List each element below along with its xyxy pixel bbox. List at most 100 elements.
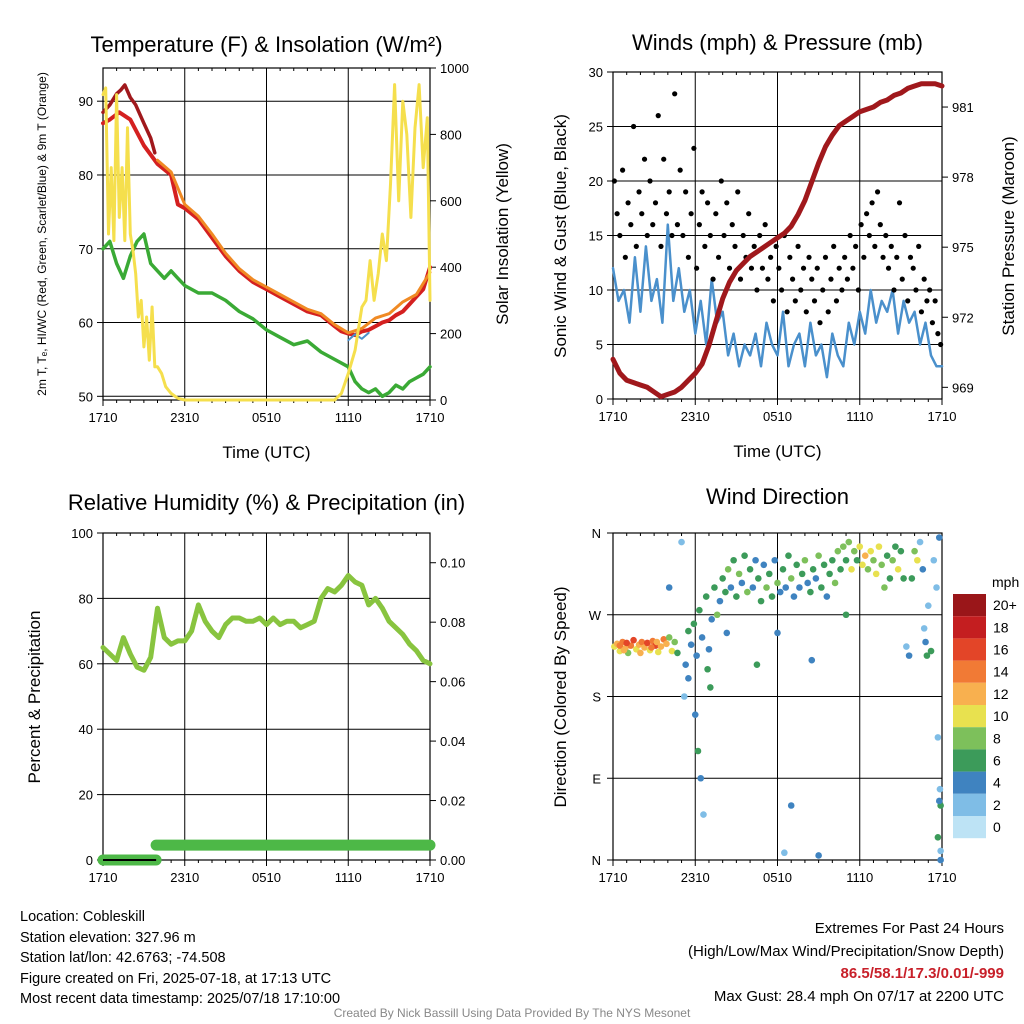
wdir-legend: mph 20+ 18 16 14 12 10 8 6 4 2 0 xyxy=(953,574,1019,839)
wind-gust-point xyxy=(877,222,883,228)
wdir-point xyxy=(781,849,788,857)
wind-gust-point xyxy=(694,265,700,271)
wdir-point xyxy=(674,649,681,657)
wind-ytick-label: 15 xyxy=(589,229,603,244)
wind-gust-point xyxy=(622,254,628,260)
rh-xtick-label: 1710 xyxy=(416,870,445,885)
wdir-point xyxy=(741,552,748,560)
wind-gust-point xyxy=(924,298,930,304)
wind-gust-point xyxy=(647,178,653,184)
wind-gust-point xyxy=(650,222,656,228)
rh-panel: 1710 2310 0510 1110 1710 0 20 40 60 80 100 0.00 0.02… xyxy=(25,490,465,885)
wdir-point xyxy=(671,638,678,646)
wdir-point xyxy=(643,639,651,647)
wdir-xtick-label: 1710 xyxy=(599,870,628,885)
rh-title: Relative Humidity (%) & Precipitation (i… xyxy=(68,490,465,515)
credit-text: Created By Nick Bassill Using Data Provi… xyxy=(333,1006,691,1020)
wind-ylabel: Sonic Wind & Gust (Blue, Black) xyxy=(551,114,570,358)
wdir-point xyxy=(808,656,816,664)
wind-gust-point xyxy=(880,254,886,260)
rh-y2tick-label: 0.10 xyxy=(440,556,465,571)
wdir-point xyxy=(654,648,662,656)
wind-y2tick-label: 981 xyxy=(952,100,974,115)
extremes-values: 86.5/58.1/17.3/0.01/-999 xyxy=(840,965,1004,982)
wind-gust-point xyxy=(907,254,914,260)
wind-gust-point xyxy=(853,243,859,249)
wind-ytick-label: 0 xyxy=(596,392,603,407)
wdir-point xyxy=(685,627,692,635)
wdir-point xyxy=(687,641,695,649)
wdir-legend-label: 16 xyxy=(993,642,1009,658)
wind-gust-point xyxy=(935,331,941,337)
wind-y2tick-label: 978 xyxy=(952,170,974,185)
wind-gust-point xyxy=(658,243,664,249)
wind-gust-point xyxy=(822,254,829,260)
wind-gust-point xyxy=(726,265,733,271)
wind-gust-point xyxy=(789,276,796,282)
wdir-point xyxy=(834,547,842,555)
wdir-legend-swatch xyxy=(953,771,986,794)
wind-xtick-label: 1710 xyxy=(928,409,957,424)
wdir-point xyxy=(693,652,700,659)
wdir-point xyxy=(826,570,833,578)
wind-gust-point xyxy=(896,200,903,206)
wdir-point xyxy=(916,538,924,546)
wind-gust-point xyxy=(916,243,922,249)
rh-ytick-label: 80 xyxy=(79,591,93,606)
extremes-subtitle: (High/Low/Max Wind/Precipitation/Snow De… xyxy=(688,942,1004,960)
wind-gust-point xyxy=(929,320,936,326)
wdir-legend-label: 12 xyxy=(993,686,1009,702)
wdir-point xyxy=(702,593,710,600)
temp-xtick-label: 1710 xyxy=(89,410,118,425)
wind-xtick-label: 0510 xyxy=(763,409,792,424)
wdir-point xyxy=(889,556,896,564)
temp-ylabel: 2m T, Tₑ, HI/WC (Red, Green, Scarlet/Blu… xyxy=(35,72,49,396)
wdir-point xyxy=(864,566,872,573)
temp-series-dewpoint xyxy=(101,232,432,399)
wdir-xtick-label: 2310 xyxy=(681,870,710,885)
wind-gust-point xyxy=(641,156,648,162)
wind-gust-point xyxy=(740,232,746,239)
wdir-xtick-label: 1110 xyxy=(846,870,873,885)
extremes-panel: Extremes For Past 24 Hours (High/Low/Max… xyxy=(688,918,1004,1008)
created-text: Figure created on Fri, 2025-07-18, at 17… xyxy=(20,970,332,987)
wdir-point xyxy=(665,584,673,591)
wind-gust-point xyxy=(938,341,944,348)
wdir-point xyxy=(801,556,809,564)
wind-gust-point xyxy=(674,222,681,228)
temp-y2tick-label: 1000 xyxy=(440,61,469,76)
wind-gust-point xyxy=(633,243,639,249)
rh-xtick-label: 1710 xyxy=(89,870,118,885)
wind-gust-point xyxy=(759,265,766,271)
wind-y2tick-label: 972 xyxy=(952,310,974,325)
wind-gust-point xyxy=(710,276,716,282)
wind-gust-point xyxy=(661,156,667,162)
wdir-legend-swatch xyxy=(953,749,986,772)
wind-gust-point xyxy=(817,320,823,326)
wind-gust-point xyxy=(874,189,881,195)
wind-gust-point xyxy=(691,145,697,151)
wind-gust-point xyxy=(858,222,864,228)
wind-gust-point xyxy=(699,189,705,195)
wind-gust-point xyxy=(666,189,672,195)
wdir-point xyxy=(616,642,624,649)
wdir-ytick-label: E xyxy=(592,771,601,786)
wdir-point xyxy=(818,584,825,591)
wdir-point xyxy=(733,593,740,600)
wind-gust-point xyxy=(669,232,675,239)
wdir-point xyxy=(861,552,869,560)
wdir-legend-swatch xyxy=(953,816,986,839)
wdir-point xyxy=(697,774,705,782)
wdir-point xyxy=(886,575,894,582)
temp-series-t9m xyxy=(156,158,432,335)
wdir-point xyxy=(842,556,850,564)
wind-gust-point xyxy=(713,211,719,217)
wind-gust-point xyxy=(707,232,713,239)
wdir-point xyxy=(815,852,822,859)
wdir-point xyxy=(894,566,902,573)
wind-gust-point xyxy=(787,254,793,260)
wdir-point xyxy=(668,647,676,655)
temp-series-hi xyxy=(101,83,157,155)
wdir-ytick-label: N xyxy=(592,853,601,868)
wind-gust-point xyxy=(683,189,689,195)
